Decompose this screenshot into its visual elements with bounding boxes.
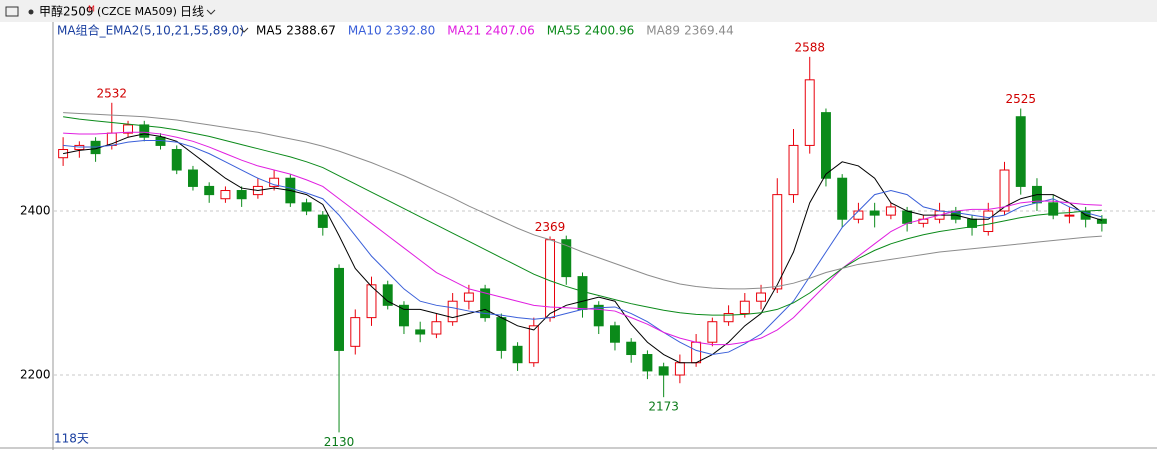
candle-body xyxy=(1064,214,1075,217)
candle-body xyxy=(431,321,442,335)
y-tick-label: 2200 xyxy=(20,368,51,382)
candle-body xyxy=(626,341,637,356)
candle-body xyxy=(528,325,539,364)
legend-name: MA10 xyxy=(348,24,382,38)
candle-body xyxy=(837,177,848,220)
candle-body xyxy=(885,206,896,216)
candle-body xyxy=(658,366,669,376)
indicator-arrow[interactable] xyxy=(239,27,249,33)
candle-body xyxy=(853,210,864,220)
candle-body xyxy=(788,144,799,196)
candle-body xyxy=(820,112,831,179)
legend-value: 2388.67 xyxy=(286,24,336,38)
candle-body xyxy=(220,190,231,200)
ma-line xyxy=(63,133,1103,364)
candle-body xyxy=(642,354,653,372)
candle-body xyxy=(139,124,150,138)
ma-line xyxy=(63,116,1102,316)
candle-body xyxy=(983,210,994,233)
candle-body xyxy=(739,300,750,315)
candle-body xyxy=(415,329,426,335)
candle-body xyxy=(317,214,328,228)
legend-name: MA55 xyxy=(547,24,581,38)
candle-body xyxy=(1096,218,1107,224)
candle-body xyxy=(869,210,880,216)
high-label: 2525 xyxy=(1005,92,1036,106)
candle-body xyxy=(593,304,604,327)
legend-value: 2407.06 xyxy=(485,24,535,38)
candle-body xyxy=(382,284,393,306)
candle-body xyxy=(204,185,215,196)
candle-body xyxy=(545,239,556,319)
candle-body xyxy=(334,267,345,351)
legend-value: 2392.80 xyxy=(386,24,436,38)
candle-body xyxy=(707,321,718,343)
period[interactable]: 日线 xyxy=(180,5,204,19)
candle-body xyxy=(366,284,377,319)
ma-line xyxy=(63,112,1102,290)
legend-name: MA5 xyxy=(256,24,282,38)
candle-body xyxy=(674,362,685,376)
high-label: 2369 xyxy=(535,220,566,234)
y-tick-label: 2400 xyxy=(20,204,51,218)
candle-body xyxy=(496,317,507,351)
dropdown-arrow[interactable] xyxy=(206,9,216,15)
candle-body xyxy=(350,317,361,347)
window-icon[interactable] xyxy=(5,6,19,17)
candle-body xyxy=(772,194,783,290)
candle-body xyxy=(512,345,523,364)
legend-name: MA89 xyxy=(646,24,680,38)
candle-body xyxy=(609,325,620,343)
low-label: 2173 xyxy=(648,400,679,414)
header-bar xyxy=(0,0,1157,22)
ma-line xyxy=(63,140,1103,356)
candle-body xyxy=(463,292,474,302)
candle-body xyxy=(561,239,572,278)
candle-body xyxy=(123,124,134,134)
candle-body xyxy=(577,276,588,310)
bullet xyxy=(28,9,34,15)
candle-body xyxy=(804,79,815,146)
legend-name: MA21 xyxy=(447,24,481,38)
symbol-code: (CZCE MA509) xyxy=(97,5,177,18)
footer: 118天 xyxy=(54,432,89,446)
high-label: 2588 xyxy=(794,40,825,54)
indicator[interactable]: MA组合_EMA2(5,10,21,55,89,0) xyxy=(57,23,244,38)
candle-body xyxy=(155,136,166,146)
ma-line xyxy=(63,131,1102,346)
candle-body xyxy=(691,341,702,364)
candle-body xyxy=(723,313,734,323)
candle-body xyxy=(480,288,491,319)
candle-body xyxy=(447,300,458,323)
low-label: 2130 xyxy=(324,435,355,449)
candle-body xyxy=(1015,116,1026,187)
symbol: 甲醇2509 xyxy=(39,4,94,19)
candle-body xyxy=(236,190,247,200)
candle-body xyxy=(269,177,280,187)
candle-body xyxy=(171,149,182,171)
candle-body xyxy=(398,304,409,327)
legend-value: 2369.44 xyxy=(684,24,734,38)
high-label: 2532 xyxy=(97,86,128,100)
legend-value: 2400.96 xyxy=(585,24,635,38)
symbol-flag: M xyxy=(88,5,95,14)
candle-body xyxy=(187,169,198,187)
candle-body xyxy=(999,169,1010,212)
candle-body xyxy=(1048,202,1059,216)
candle-body xyxy=(756,292,767,302)
candle-body xyxy=(902,210,913,224)
candle-body xyxy=(301,202,312,212)
